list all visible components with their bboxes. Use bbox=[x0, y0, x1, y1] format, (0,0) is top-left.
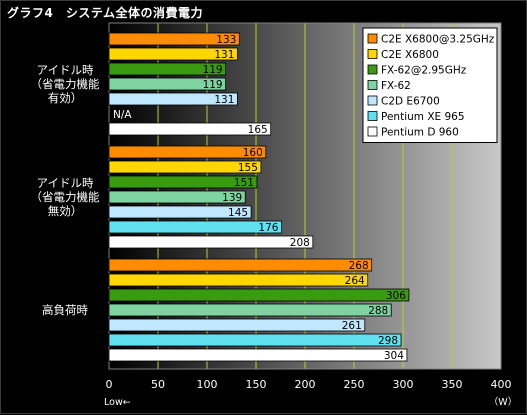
legend-entry: Pentium XE 965 bbox=[381, 111, 465, 123]
legend-entry: C2D E6700 bbox=[381, 96, 440, 108]
data-label: 208 bbox=[290, 237, 310, 249]
legend-swatch bbox=[367, 95, 378, 106]
data-label: 261 bbox=[342, 320, 362, 332]
data-label: 145 bbox=[228, 207, 248, 219]
bar bbox=[108, 288, 410, 302]
legend-swatch bbox=[367, 33, 378, 44]
bar bbox=[108, 62, 227, 76]
x-tick-label: 150 bbox=[246, 378, 267, 391]
bar bbox=[108, 145, 267, 159]
na-label: N/A bbox=[113, 109, 132, 121]
bar bbox=[108, 273, 369, 287]
bar bbox=[108, 190, 246, 204]
data-label: 165 bbox=[248, 124, 268, 136]
x-tick-label: 300 bbox=[393, 378, 414, 391]
data-label: 131 bbox=[214, 94, 234, 106]
x-tick-label: 0 bbox=[106, 378, 113, 391]
x-tick-label: 100 bbox=[197, 378, 218, 391]
legend-entry: C2E X6800@3.25GHz bbox=[381, 34, 495, 46]
x-unit-label: （W） bbox=[489, 396, 517, 408]
legend-box bbox=[362, 27, 498, 143]
data-label: 133 bbox=[216, 34, 236, 46]
category-label: 有効） bbox=[48, 91, 83, 105]
bar bbox=[108, 220, 282, 234]
bar bbox=[108, 47, 238, 61]
data-label: 304 bbox=[384, 350, 404, 362]
data-label: 268 bbox=[349, 260, 369, 272]
legend-swatch bbox=[367, 126, 378, 137]
category-label: アイドル時 bbox=[37, 176, 94, 190]
category-label: 高負荷時 bbox=[42, 303, 88, 317]
bar bbox=[108, 32, 240, 46]
bar bbox=[108, 77, 227, 91]
legend-swatch bbox=[367, 64, 378, 75]
legend-swatch bbox=[367, 80, 378, 90]
category-label: （省電力機能 bbox=[31, 190, 100, 204]
data-label: 306 bbox=[386, 290, 406, 302]
category-label: アイドル時 bbox=[37, 63, 94, 77]
data-label: 264 bbox=[345, 275, 365, 287]
bar bbox=[108, 348, 408, 362]
legend-entry: Pentium D 960 bbox=[381, 127, 459, 139]
legend-entry: C2E X6800 bbox=[381, 49, 439, 61]
legend-entry: FX-62 bbox=[381, 80, 411, 92]
bar bbox=[108, 160, 262, 174]
bar bbox=[108, 333, 402, 347]
data-label: 119 bbox=[203, 79, 223, 91]
x-tick-label: 350 bbox=[442, 378, 463, 391]
data-label: 155 bbox=[238, 162, 258, 174]
bar bbox=[108, 318, 366, 332]
x-tick-label: 200 bbox=[295, 378, 316, 391]
data-label: 160 bbox=[243, 147, 263, 159]
legend-swatch bbox=[367, 111, 378, 121]
data-label: 298 bbox=[378, 335, 398, 347]
bar bbox=[108, 303, 392, 317]
legend-entry: FX-62@2.95GHz bbox=[381, 65, 467, 77]
category-label: 無効） bbox=[48, 204, 83, 218]
category-label: （省電力機能 bbox=[31, 77, 100, 91]
bar bbox=[108, 235, 314, 249]
direction-note: Low← bbox=[104, 397, 131, 408]
data-label: 151 bbox=[234, 177, 254, 189]
bar bbox=[108, 205, 252, 219]
data-label: 176 bbox=[258, 222, 278, 234]
data-label: 119 bbox=[203, 64, 223, 76]
legend-swatch bbox=[367, 49, 378, 59]
bar bbox=[108, 122, 272, 136]
data-label: 139 bbox=[222, 192, 242, 204]
x-tick-label: 50 bbox=[151, 378, 165, 391]
x-tick-label: 400 bbox=[491, 378, 512, 391]
bar bbox=[108, 175, 258, 189]
data-label: 288 bbox=[368, 305, 388, 317]
bar bbox=[108, 258, 373, 272]
chart-title: グラフ4 システム全体の消費電力 bbox=[7, 6, 203, 20]
x-tick-label: 250 bbox=[344, 378, 365, 391]
data-label: 131 bbox=[214, 49, 234, 61]
bar bbox=[108, 92, 238, 106]
